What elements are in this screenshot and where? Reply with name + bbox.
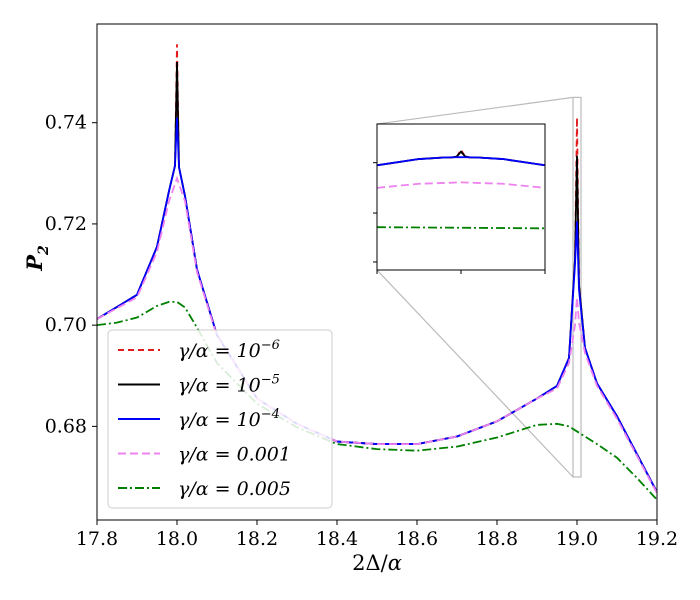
- legend-label-3: γ/α = 0.001: [178, 444, 291, 466]
- legend-label-2: γ/α = 10−4: [178, 407, 280, 431]
- x-tick-label: 18.6: [396, 528, 438, 550]
- legend: γ/α = 10−6 γ/α = 10−5 γ/α = 10−4 γ/α = 0.00…: [107, 329, 333, 509]
- x-axis-title: 2Δ/α: [352, 551, 402, 575]
- x-tick-label: 19.2: [636, 528, 678, 550]
- plot-frame: [96, 23, 658, 521]
- x-tick-label: 18.4: [316, 528, 358, 550]
- series-line-4: [97, 300, 657, 501]
- inset-series-group: [377, 147, 545, 230]
- inset-ticks: [373, 162, 546, 274]
- x-axis: 17.8 18.0 18.2 18.4 18.6 18.8 19.0 19.2: [76, 520, 678, 550]
- legend-label-0: γ/α = 10−6: [178, 338, 280, 362]
- series-line-2: [97, 117, 657, 493]
- legend-box: [107, 329, 333, 509]
- inset-chart: [373, 123, 546, 274]
- x-tick-label: 17.8: [76, 528, 118, 550]
- inset-series-line-2: [377, 156, 545, 167]
- y-tick-label: 0.74: [45, 112, 87, 134]
- x-tick-label: 18.8: [476, 528, 518, 550]
- inset-series-line-4: [377, 226, 545, 230]
- inset-series-line-3: [377, 181, 545, 189]
- legend-label-4: γ/α = 0.005: [178, 478, 291, 500]
- zoom-connector-bottom: [376, 269, 574, 478]
- y-tick-label: 0.72: [45, 213, 87, 235]
- legend-label-1: γ/α = 10−5: [178, 373, 280, 397]
- inset-background: [377, 124, 545, 270]
- zoom-connector-top: [376, 96, 574, 125]
- x-tick-label: 19.0: [556, 528, 598, 550]
- x-tick-label: 18.0: [156, 528, 198, 550]
- y-axis: 0.68 0.70 0.72 0.74: [45, 112, 97, 437]
- main-series-group: [97, 44, 657, 501]
- y-tick-label: 0.70: [45, 314, 87, 336]
- series-line-3: [97, 175, 657, 494]
- y-tick-label: 0.68: [45, 415, 87, 437]
- x-tick-label: 18.2: [236, 528, 278, 550]
